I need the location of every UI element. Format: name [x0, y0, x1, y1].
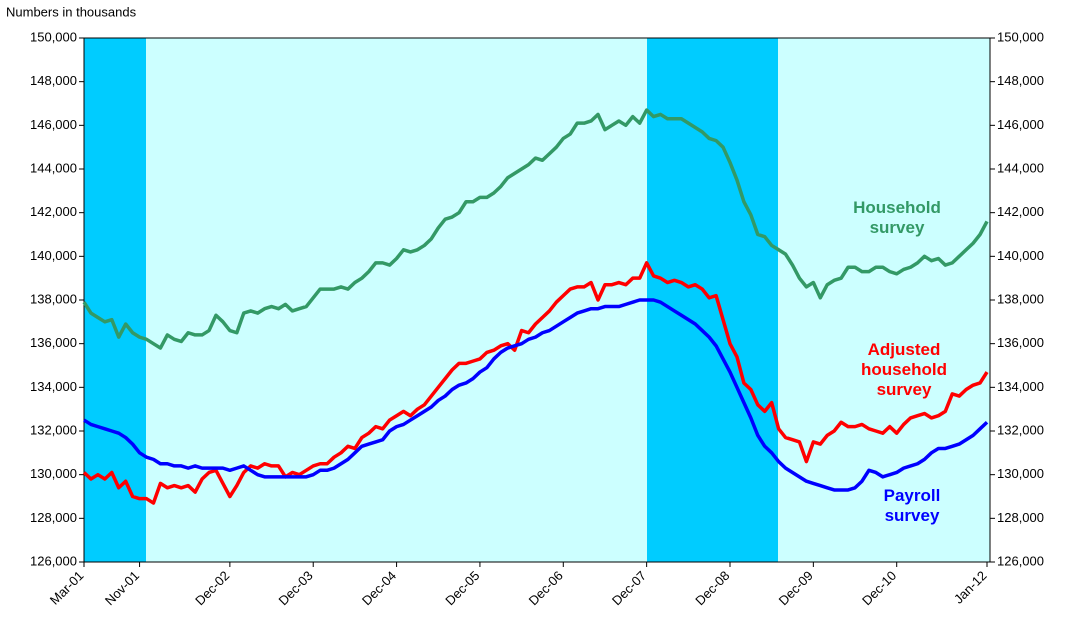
y2-tick-label: 150,000	[997, 29, 1044, 44]
y2-tick-label: 148,000	[997, 73, 1044, 88]
x-tick-label: Mar-01	[47, 568, 87, 608]
y2-tick-label: 130,000	[997, 466, 1044, 481]
y-tick-label: 128,000	[30, 510, 77, 525]
y2-tick-label: 136,000	[997, 335, 1044, 350]
series-line	[82, 108, 989, 350]
x-tick-label: Dec-03	[276, 568, 316, 608]
series-label: Payroll survey	[883, 486, 941, 525]
x-tick-label: Dec-08	[692, 568, 732, 608]
plot-background	[84, 38, 990, 562]
series-line	[82, 261, 989, 505]
x-tick-label: Dec-09	[776, 568, 816, 608]
y2-tick-label: 146,000	[997, 117, 1044, 132]
series-label: Household survey	[853, 198, 941, 237]
y2-tick-label: 142,000	[997, 204, 1044, 219]
x-tick-label: Jan-12	[951, 568, 990, 607]
y-tick-label: 150,000	[30, 29, 77, 44]
x-tick-label: Dec-04	[359, 568, 399, 608]
recession-band	[84, 38, 146, 562]
chart-title: Numbers in thousands	[6, 4, 137, 19]
y2-tick-label: 144,000	[997, 160, 1044, 175]
series-label: Adjusted household survey	[861, 340, 947, 399]
y2-tick-label: 134,000	[997, 379, 1044, 394]
x-tick-label: Dec-06	[526, 568, 566, 608]
y-tick-label: 130,000	[30, 466, 77, 481]
y-tick-label: 136,000	[30, 335, 77, 350]
y2-tick-label: 126,000	[997, 553, 1044, 568]
y2-tick-label: 140,000	[997, 248, 1044, 263]
y2-tick-label: 138,000	[997, 291, 1044, 306]
y-tick-label: 148,000	[30, 73, 77, 88]
x-tick-label: Dec-10	[859, 568, 899, 608]
y-tick-label: 142,000	[30, 204, 77, 219]
y-tick-label: 134,000	[30, 379, 77, 394]
y-tick-label: 144,000	[30, 160, 77, 175]
y2-tick-label: 128,000	[997, 510, 1044, 525]
y-tick-label: 146,000	[30, 117, 77, 132]
x-tick-label: Dec-05	[442, 568, 482, 608]
recession-band	[647, 38, 778, 562]
x-tick-label: Dec-02	[192, 568, 232, 608]
y2-tick-label: 132,000	[997, 422, 1044, 437]
y-tick-label: 132,000	[30, 422, 77, 437]
y-tick-label: 138,000	[30, 291, 77, 306]
y-tick-label: 126,000	[30, 553, 77, 568]
x-tick-label: Dec-07	[609, 568, 649, 608]
x-tick-label: Nov-01	[102, 568, 142, 608]
series-line	[83, 298, 989, 492]
y-tick-label: 140,000	[30, 248, 77, 263]
